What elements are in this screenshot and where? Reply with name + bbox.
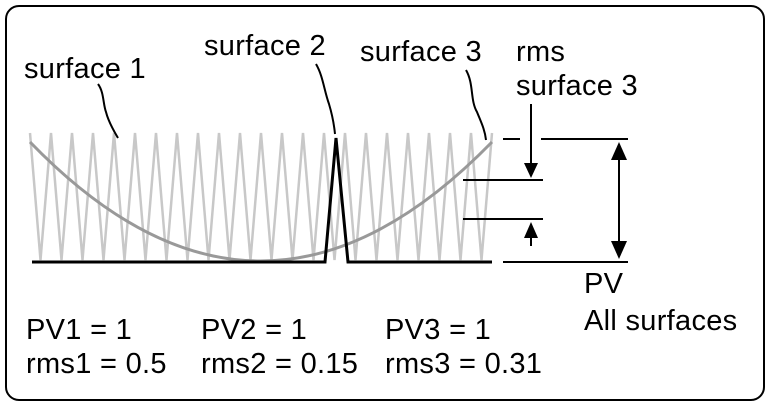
rms-up-arrowhead <box>524 222 538 238</box>
pv2-value: PV2 = 1 <box>201 314 308 346</box>
rms-label-line2: surface 3 <box>516 70 638 102</box>
surface-2-label: surface 2 <box>204 30 326 62</box>
pv-arrowhead-up <box>611 142 627 160</box>
rms-down-arrowhead <box>524 163 538 178</box>
pv-arrowhead-down <box>611 241 627 259</box>
surface-1-sawtooth <box>28 132 494 261</box>
pv-label-line1: PV <box>584 268 624 300</box>
surface-3-leader <box>465 69 487 141</box>
rms1-value: rms1 = 0.5 <box>26 348 167 380</box>
surface-2-leader <box>315 63 336 135</box>
pv-label-line2: All surfaces <box>584 305 738 337</box>
rms3-value: rms3 = 0.31 <box>385 348 543 380</box>
surface-2-spike <box>32 137 492 264</box>
surface-3-curve <box>28 140 494 263</box>
diagram-frame <box>5 5 765 401</box>
pv3-value: PV3 = 1 <box>385 314 492 346</box>
rms-label-line1: rms <box>516 36 566 68</box>
pv1-value: PV1 = 1 <box>26 314 133 346</box>
surface-1-label: surface 1 <box>24 53 146 85</box>
surface-1-leader <box>97 83 119 139</box>
surface-3-label: surface 3 <box>360 36 482 68</box>
rms2-value: rms2 = 0.15 <box>201 348 359 380</box>
